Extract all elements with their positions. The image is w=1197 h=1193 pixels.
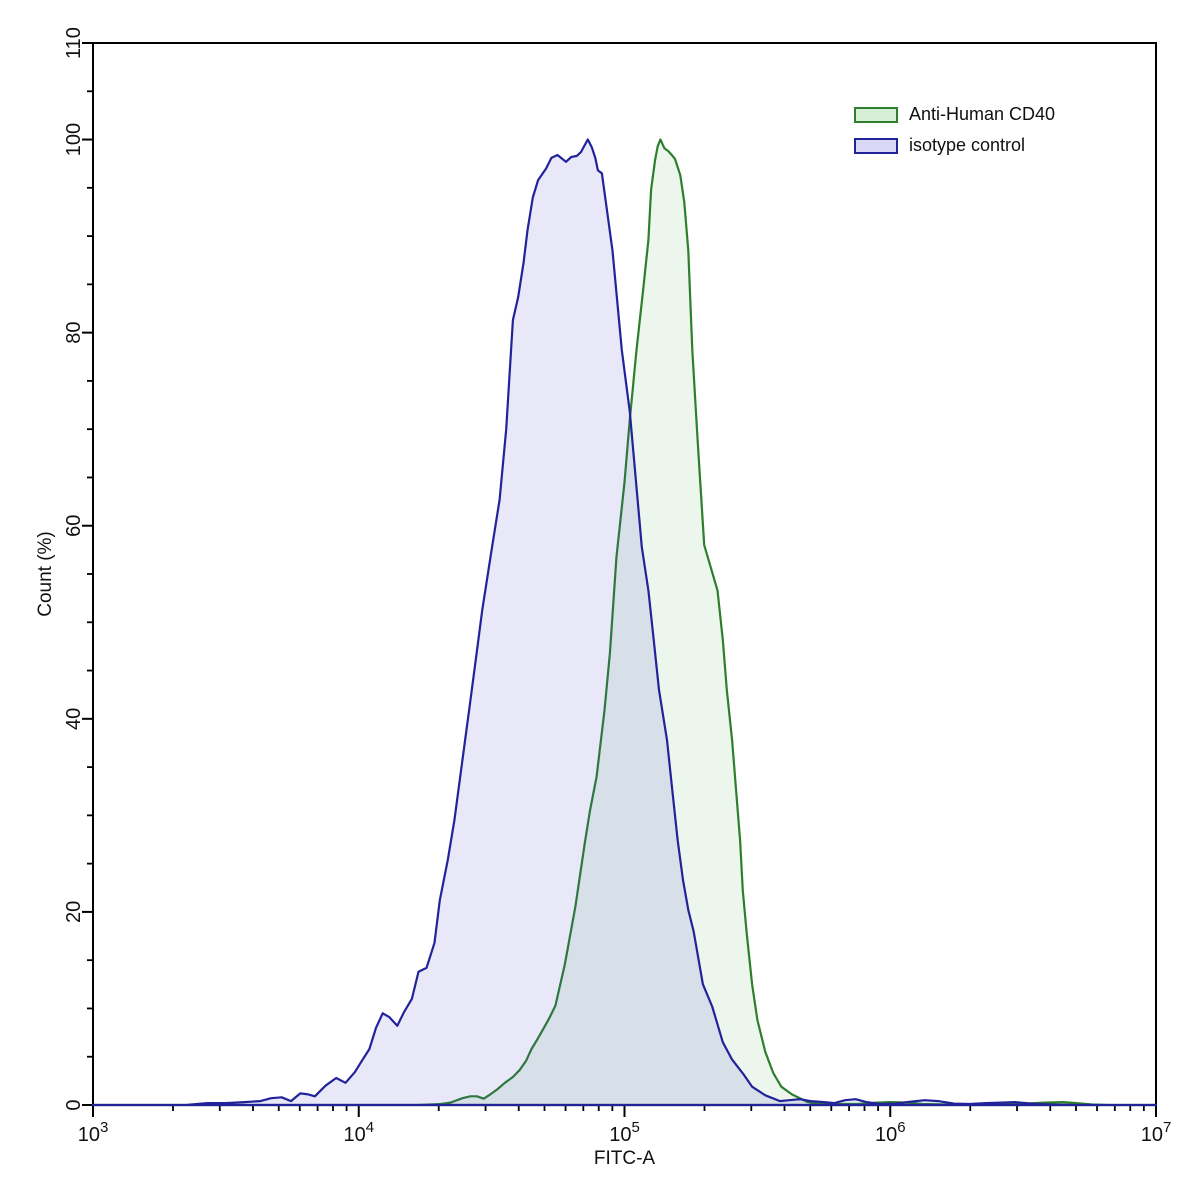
- y-tick-label: 110: [63, 27, 85, 59]
- y-tick-label: 40: [63, 708, 85, 730]
- y-tick-label: 20: [63, 901, 85, 923]
- x-axis-title: FITC-A: [593, 1148, 656, 1169]
- x-tick-label: 107: [1141, 1119, 1172, 1146]
- legend-swatch-anti-human-cd40: [854, 106, 898, 123]
- y-tick-label: 60: [63, 515, 85, 537]
- legend-swatch-isotype-control: [854, 137, 898, 154]
- legend-label-anti-human-cd40: Anti-Human CD40: [909, 104, 1056, 124]
- x-axis-minor-ticks: [172, 1106, 1145, 1111]
- y-tick-label: 80: [63, 322, 85, 344]
- legend-label-isotype-control: isotype control: [909, 135, 1026, 155]
- legend: Anti-Human CD40 isotype control: [854, 104, 1055, 156]
- legend-entry-isotype-control: isotype control: [854, 135, 1055, 156]
- x-tick-label: 106: [875, 1119, 906, 1146]
- x-tick-label: 105: [609, 1119, 640, 1146]
- y-axis-ticks: 0 20 40 60 80 100 110: [63, 27, 92, 1111]
- x-axis-major-ticks: 103 104 105 106 107: [78, 1106, 1172, 1146]
- x-tick-label: 104: [343, 1119, 374, 1146]
- y-tick-label: 0: [63, 1099, 85, 1110]
- x-tick-label: 103: [78, 1119, 109, 1146]
- y-axis-title: Count (%): [35, 531, 56, 617]
- series-isotype-control: [91, 138, 1158, 1107]
- legend-entry-anti-human-cd40: Anti-Human CD40: [854, 104, 1055, 125]
- y-tick-label: 100: [63, 123, 85, 156]
